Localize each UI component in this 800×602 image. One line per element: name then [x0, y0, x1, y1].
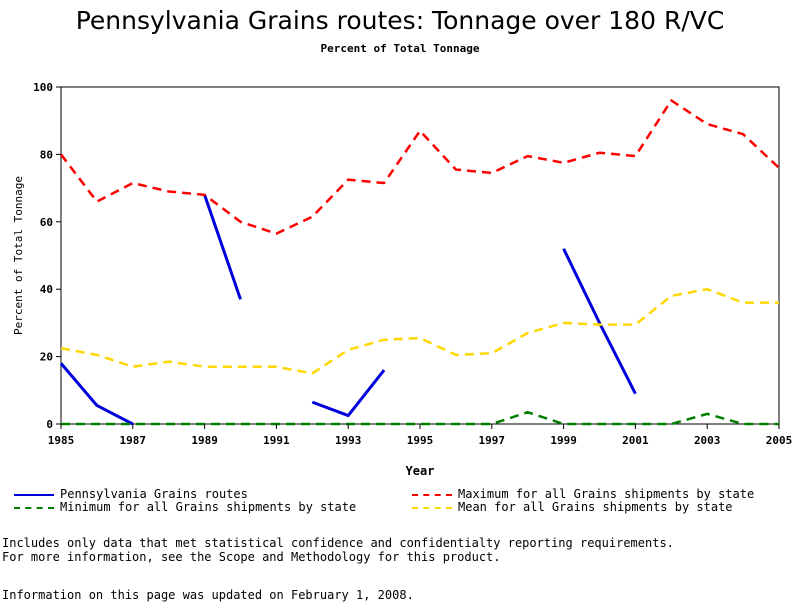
y-tick-label: 100 [33, 81, 53, 94]
x-tick-label: 1987 [120, 434, 147, 447]
series-line-minimum-for-all-grains-shipments-by-state [61, 410, 779, 426]
y-tick-label: 80 [40, 148, 53, 161]
y-tick-label: 60 [40, 216, 53, 229]
series-line-maximum-for-all-grains-shipments-by-state [60, 99, 780, 235]
footnote-line-2: For more information, see the Scope and … [2, 550, 501, 564]
legend-label: Maximum for all Grains shipments by stat… [458, 487, 755, 501]
x-tick-label: 1989 [191, 434, 218, 447]
x-tick-label: 1985 [48, 434, 75, 447]
legend-swatch-red [412, 493, 452, 496]
x-tick-label: 1995 [407, 434, 434, 447]
x-axis-label: Year [406, 464, 435, 478]
legend-label: Pennsylvania Grains routes [60, 487, 248, 501]
y-axis-label: Percent of Total Tonnage [12, 176, 25, 335]
series-line-pennsylvania-grains-routes [311, 369, 386, 418]
legend-swatch-green [14, 506, 54, 509]
x-tick-label: 1993 [335, 434, 362, 447]
legend-item-maximum: Maximum for all Grains shipments by stat… [412, 487, 754, 501]
plot-area [60, 86, 780, 425]
legend-item-mean: Mean for all Grains shipments by state [412, 500, 733, 514]
y-tick-label: 20 [40, 351, 53, 364]
chart-title: Pennsylvania Grains routes: Tonnage over… [75, 6, 725, 35]
x-tick-label: 1999 [550, 434, 577, 447]
x-tick-label: 2001 [622, 434, 649, 447]
x-tick-label: 1997 [479, 434, 506, 447]
y-tick-label: 40 [40, 283, 53, 296]
footnote-line-1: Includes only data that met statistical … [2, 536, 674, 550]
legend-label: Mean for all Grains shipments by state [458, 500, 733, 514]
x-tick-label: 2003 [694, 434, 721, 447]
line-chart: 0 20 40 60 80 100 1985 1987 1989 1991 1993 1995 1997… [12, 81, 793, 478]
legend-label: Minimum for all Grains shipments by stat… [60, 500, 357, 514]
x-tick-label: 1991 [263, 434, 290, 447]
series-line-pennsylvania-grains-routes [59, 362, 134, 426]
footnotes: Includes only data that met statistical … [2, 536, 674, 564]
x-tick-label: 2005 [766, 434, 793, 447]
legend-item-pa-routes: Pennsylvania Grains routes [14, 487, 248, 501]
series-line-pennsylvania-grains-routes [562, 248, 637, 395]
legend-swatch-yellow [412, 506, 452, 509]
series-line-pennsylvania-grains-routes [203, 194, 242, 300]
y-tick-label: 0 [46, 418, 53, 431]
legend-swatch-blue [14, 493, 54, 496]
update-notice: Information on this page was updated on … [2, 588, 414, 602]
legend-item-minimum: Minimum for all Grains shipments by stat… [14, 500, 356, 514]
chart-subtitle: Percent of Total Tonnage [320, 42, 480, 55]
series-line-mean-for-all-grains-shipments-by-state [60, 287, 779, 375]
